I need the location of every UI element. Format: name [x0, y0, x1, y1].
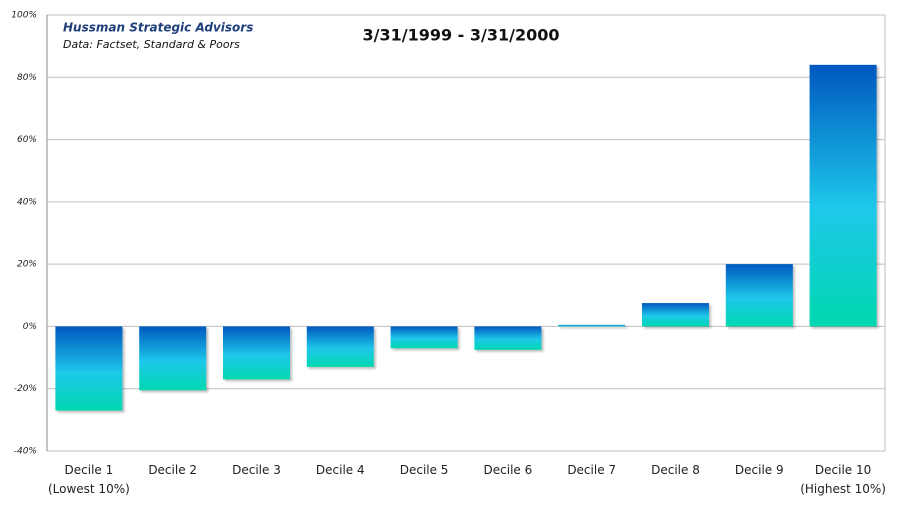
- bar: [641, 303, 710, 327]
- y-tick-label: -20%: [14, 384, 37, 394]
- y-tick-label: 40%: [17, 197, 37, 207]
- x-tick-label: Decile 6: [483, 463, 533, 477]
- x-tick-label: Decile 8: [651, 463, 700, 477]
- x-tick-label: Decile 10 (Highest 10%): [800, 463, 886, 496]
- x-tick-label: Decile 7: [567, 463, 617, 477]
- chart-title: 3/31/1999 - 3/31/2000: [362, 26, 559, 45]
- y-tick-label: 100%: [11, 11, 37, 21]
- x-tick-label: Decile 3: [232, 463, 281, 477]
- bar: [558, 324, 626, 327]
- bar: [390, 326, 458, 349]
- y-tick-label: -40%: [14, 447, 37, 457]
- bar: [222, 326, 291, 380]
- bar: [725, 264, 793, 327]
- bar: [306, 326, 374, 367]
- x-tick-label: Decile 5: [399, 463, 449, 477]
- bar: [809, 64, 877, 327]
- x-tick-label: Decile 1 (Lowest 10%): [47, 463, 130, 496]
- y-tick-label: 60%: [17, 135, 37, 145]
- y-tick-label: 80%: [17, 73, 37, 83]
- x-tick-label: Decile 2: [148, 463, 198, 477]
- source-note: Data: Factset, Standard & Poors: [63, 38, 240, 51]
- x-tick-label: Decile 4: [315, 463, 365, 477]
- source-title: Hussman Strategic Advisors: [63, 21, 253, 35]
- bar: [139, 326, 207, 391]
- x-tick-label: Decile 9: [734, 463, 784, 477]
- bar: [55, 326, 123, 411]
- y-tick-label: 20%: [17, 260, 37, 270]
- bar: [474, 326, 542, 350]
- y-tick-label: 0%: [23, 322, 37, 332]
